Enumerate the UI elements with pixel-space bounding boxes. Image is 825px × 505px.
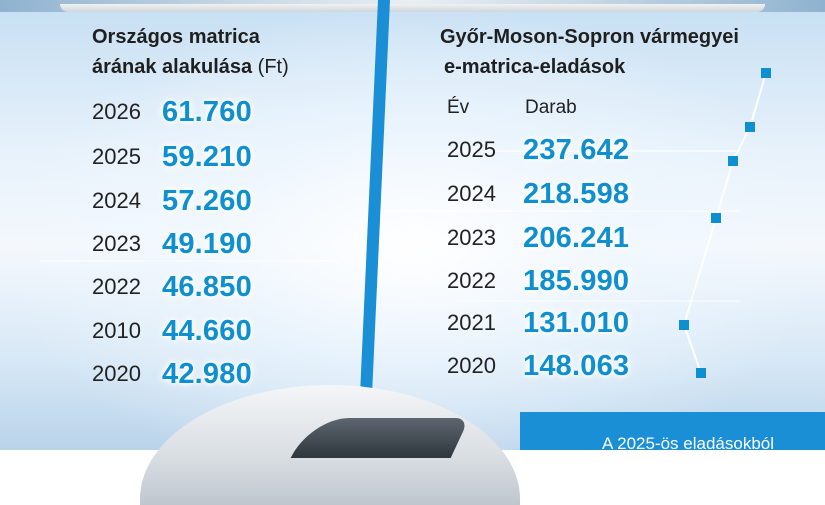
- left-title-line1: Országos matrica: [92, 26, 260, 48]
- sales-value: 218.598: [523, 177, 630, 210]
- sales-year: 2021: [447, 310, 496, 335]
- trend-marker: [696, 368, 706, 378]
- trend-marker: [761, 68, 771, 78]
- price-value: 59.210: [162, 140, 252, 173]
- price-value: 46.850: [162, 270, 252, 303]
- column-header-year: Év: [447, 97, 470, 118]
- sales-value: 148.063: [523, 349, 630, 382]
- panel-divider: [360, 0, 390, 395]
- sales-year: 2025: [447, 137, 496, 162]
- price-row: 2023 49.190: [92, 224, 252, 264]
- sales-row: 2024 218.598: [447, 174, 629, 214]
- light-streak: [380, 210, 740, 212]
- left-title-line2: árának alakulása (Ft): [92, 52, 289, 82]
- price-year: 2026: [92, 99, 141, 124]
- sales-year: 2023: [447, 225, 496, 250]
- price-row: 2010 44.660: [92, 311, 252, 351]
- price-year: 2023: [92, 231, 141, 256]
- sales-year: 2020: [447, 353, 496, 378]
- sales-year: 2022: [447, 268, 496, 293]
- trend-marker: [679, 320, 689, 330]
- price-year: 2010: [92, 318, 141, 343]
- light-streak: [460, 300, 740, 302]
- price-value: 42.980: [162, 357, 252, 390]
- left-title-line2-text: árának alakulása: [92, 56, 253, 78]
- price-year: 2020: [92, 361, 141, 386]
- price-value: 49.190: [162, 227, 252, 260]
- sales-trend-line: [679, 68, 771, 378]
- price-value: 61.760: [162, 95, 252, 128]
- sales-value: 237.642: [523, 133, 630, 166]
- sales-value: 185.990: [523, 264, 630, 297]
- trend-marker: [711, 213, 721, 223]
- top-frame: [0, 0, 825, 12]
- right-title-line1: Győr-Moson-Sopron vármegyei: [440, 26, 739, 48]
- sales-row: 2021 131.010: [447, 303, 629, 343]
- light-streak: [40, 260, 340, 262]
- trend-marker: [728, 156, 738, 166]
- price-year: 2024: [92, 188, 141, 213]
- left-title: Országos matrica árának alakulása (Ft): [92, 22, 289, 82]
- sales-row: 2022 185.990: [447, 261, 629, 301]
- sales-row: 2020 148.063: [447, 346, 629, 386]
- sales-value: 131.010: [523, 306, 630, 339]
- sales-row: 2023 206.241: [447, 218, 629, 258]
- price-row: 2025 59.210: [92, 137, 252, 177]
- footer-banner: A 2025-ös eladásokból: [520, 412, 825, 453]
- price-row: 2024 57.260: [92, 181, 252, 221]
- background-road-image: [0, 0, 825, 450]
- price-row: 2020 42.980: [92, 354, 252, 394]
- price-year: 2022: [92, 274, 141, 299]
- sales-year: 2024: [447, 181, 496, 206]
- trend-marker: [745, 122, 755, 132]
- price-value: 44.660: [162, 314, 252, 347]
- sales-row: 2025 237.642: [447, 130, 629, 170]
- column-header-count: Darab: [525, 97, 577, 118]
- light-streak: [440, 150, 740, 152]
- left-title-unit: (Ft): [252, 56, 289, 78]
- footer-text: A 2025-ös eladásokból: [602, 434, 775, 453]
- right-title-line2: e-matrica-eladások: [444, 56, 626, 78]
- price-row: 2022 46.850: [92, 267, 252, 307]
- price-year: 2025: [92, 144, 141, 169]
- price-value: 57.260: [162, 184, 252, 217]
- price-row: 2026 61.760: [92, 92, 252, 132]
- right-title: Győr-Moson-Sopron vármegyei e-matrica-el…: [440, 22, 739, 82]
- sales-value: 206.241: [523, 221, 630, 254]
